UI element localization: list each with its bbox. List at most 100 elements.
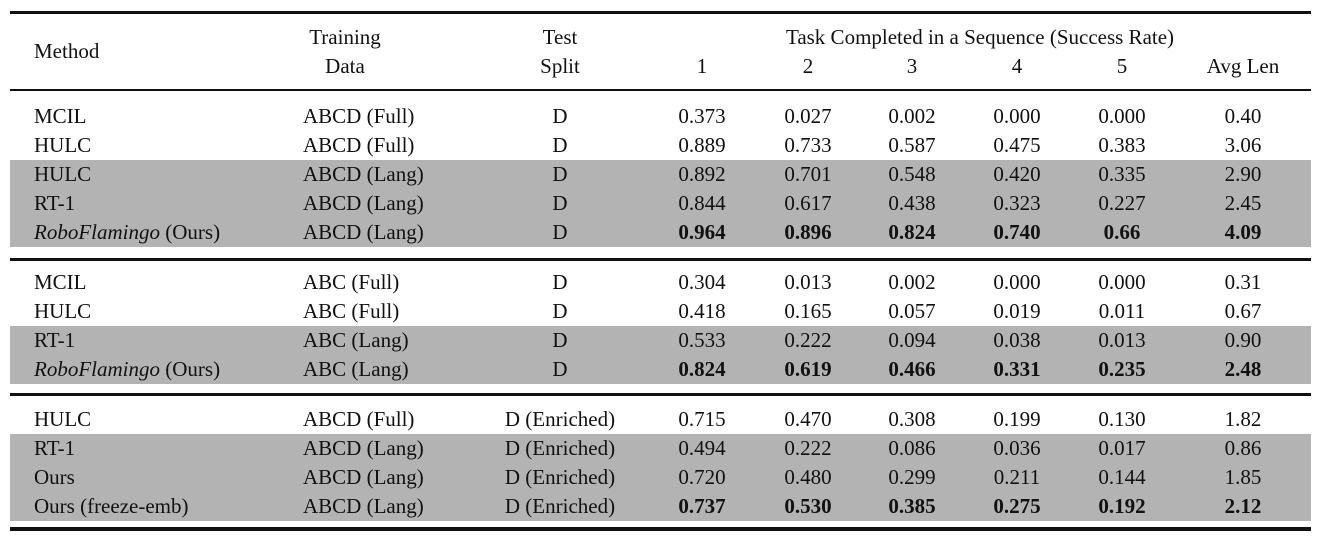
cell-value-1: 0.304 — [678, 270, 726, 294]
cell-value-3: 0.057 — [888, 299, 936, 323]
cell-test-split: D — [552, 299, 568, 323]
cell-value-5: 0.66 — [1103, 220, 1141, 244]
header-col-2: 2 — [802, 54, 814, 78]
cell-value-3: 0.094 — [888, 328, 936, 352]
cell-test-split: D — [552, 357, 568, 381]
header-test-1: Test — [542, 25, 578, 49]
method-name: Ours — [34, 465, 75, 489]
cell-value-5: 0.130 — [1098, 407, 1146, 431]
cell-training-data: ABC (Lang) — [303, 328, 409, 352]
cell-value-6: 1.85 — [1224, 465, 1262, 489]
cell-value-1: 0.373 — [678, 104, 726, 128]
method-name: RT-1 — [34, 328, 76, 352]
header-method: Method — [34, 39, 100, 63]
section-rule — [10, 393, 1311, 396]
method-suffix: (Ours) — [160, 357, 221, 381]
cell-value-1: 0.494 — [678, 436, 726, 460]
cell-value-2: 0.619 — [784, 357, 832, 381]
cell-training-data: ABC (Lang) — [303, 357, 409, 381]
bottom-rule — [10, 527, 1311, 531]
cell-training-data: ABCD (Lang) — [303, 220, 424, 244]
cell-test-split: D (Enriched) — [504, 494, 616, 518]
cell-value-4: 0.475 — [993, 133, 1041, 157]
cell-value-2: 0.027 — [784, 104, 832, 128]
cell-value-4: 0.331 — [993, 357, 1041, 381]
cell-value-4: 0.420 — [993, 162, 1041, 186]
header-test-2: Split — [540, 54, 580, 78]
cell-value-3: 0.299 — [888, 465, 936, 489]
cell-value-2: 0.222 — [784, 436, 832, 460]
cell-value-5: 0.235 — [1098, 357, 1146, 381]
cell-method: RT-1 — [34, 434, 75, 463]
top-rule — [10, 11, 1311, 14]
cell-method: HULC — [34, 297, 91, 326]
cell-value-1: 0.889 — [678, 133, 726, 157]
cell-value-5: 0.227 — [1098, 191, 1146, 215]
method-name: RoboFlamingo — [34, 220, 160, 244]
method-name: RoboFlamingo — [34, 357, 160, 381]
cell-method: RoboFlamingo (Ours) — [34, 355, 220, 384]
cell-value-4: 0.323 — [993, 191, 1041, 215]
row-highlight — [10, 160, 1311, 189]
cell-value-2: 0.733 — [784, 133, 832, 157]
cell-method: RT-1 — [34, 189, 75, 218]
row-highlight — [10, 463, 1311, 492]
header-col-5: 5 — [1116, 54, 1128, 78]
cell-training-data: ABCD (Full) — [303, 104, 415, 128]
cell-value-1: 0.844 — [678, 191, 726, 215]
method-name: RT-1 — [34, 191, 76, 215]
cell-value-5: 0.000 — [1098, 270, 1146, 294]
cell-value-2: 0.617 — [784, 191, 832, 215]
cell-training-data: ABCD (Lang) — [303, 436, 424, 460]
cell-value-1: 0.418 — [678, 299, 726, 323]
cell-value-4: 0.275 — [993, 494, 1041, 518]
method-name: MCIL — [34, 104, 87, 128]
cell-value-2: 0.480 — [784, 465, 832, 489]
cell-test-split: D — [552, 191, 568, 215]
row-highlight — [10, 189, 1311, 218]
cell-value-5: 0.013 — [1098, 328, 1146, 352]
section-rule — [10, 258, 1311, 261]
cell-value-2: 0.165 — [784, 299, 832, 323]
method-suffix: (Ours) — [160, 220, 221, 244]
cell-training-data: ABCD (Lang) — [303, 191, 424, 215]
row-highlight — [10, 355, 1311, 384]
method-name: MCIL — [34, 270, 87, 294]
cell-value-2: 0.530 — [784, 494, 832, 518]
cell-value-1: 0.737 — [678, 494, 726, 518]
cell-value-4: 0.038 — [993, 328, 1041, 352]
cell-test-split: D (Enriched) — [504, 407, 616, 431]
cell-test-split: D (Enriched) — [504, 436, 616, 460]
cell-value-1: 0.892 — [678, 162, 726, 186]
cell-value-3: 0.466 — [888, 357, 936, 381]
row-highlight — [10, 492, 1311, 521]
cell-method: MCIL — [34, 102, 87, 131]
cell-method: HULC — [34, 405, 91, 434]
cell-value-4: 0.000 — [993, 270, 1041, 294]
cell-value-3: 0.308 — [888, 407, 936, 431]
cell-test-split: D — [552, 133, 568, 157]
cell-value-6: 3.06 — [1224, 133, 1262, 157]
method-name: HULC — [34, 162, 92, 186]
cell-value-6: 4.09 — [1224, 220, 1262, 244]
cell-method: RT-1 — [34, 326, 75, 355]
cell-value-5: 0.000 — [1098, 104, 1146, 128]
cell-value-3: 0.086 — [888, 436, 936, 460]
cell-value-5: 0.144 — [1098, 465, 1146, 489]
cell-value-2: 0.701 — [784, 162, 832, 186]
cell-value-5: 0.011 — [1098, 299, 1146, 323]
cell-value-3: 0.548 — [888, 162, 936, 186]
cell-value-3: 0.824 — [888, 220, 936, 244]
header-training-2: Data — [325, 54, 365, 78]
header-rule — [10, 89, 1311, 91]
cell-test-split: D — [552, 270, 568, 294]
cell-method: Ours — [34, 463, 75, 492]
cell-method: Ours (freeze-emb) — [34, 492, 189, 521]
cell-value-1: 0.533 — [678, 328, 726, 352]
cell-value-3: 0.385 — [888, 494, 936, 518]
method-name: HULC — [34, 133, 92, 157]
cell-value-5: 0.017 — [1098, 436, 1146, 460]
cell-value-2: 0.896 — [784, 220, 832, 244]
header-col-3: 3 — [906, 54, 918, 78]
cell-value-6: 0.40 — [1224, 104, 1262, 128]
